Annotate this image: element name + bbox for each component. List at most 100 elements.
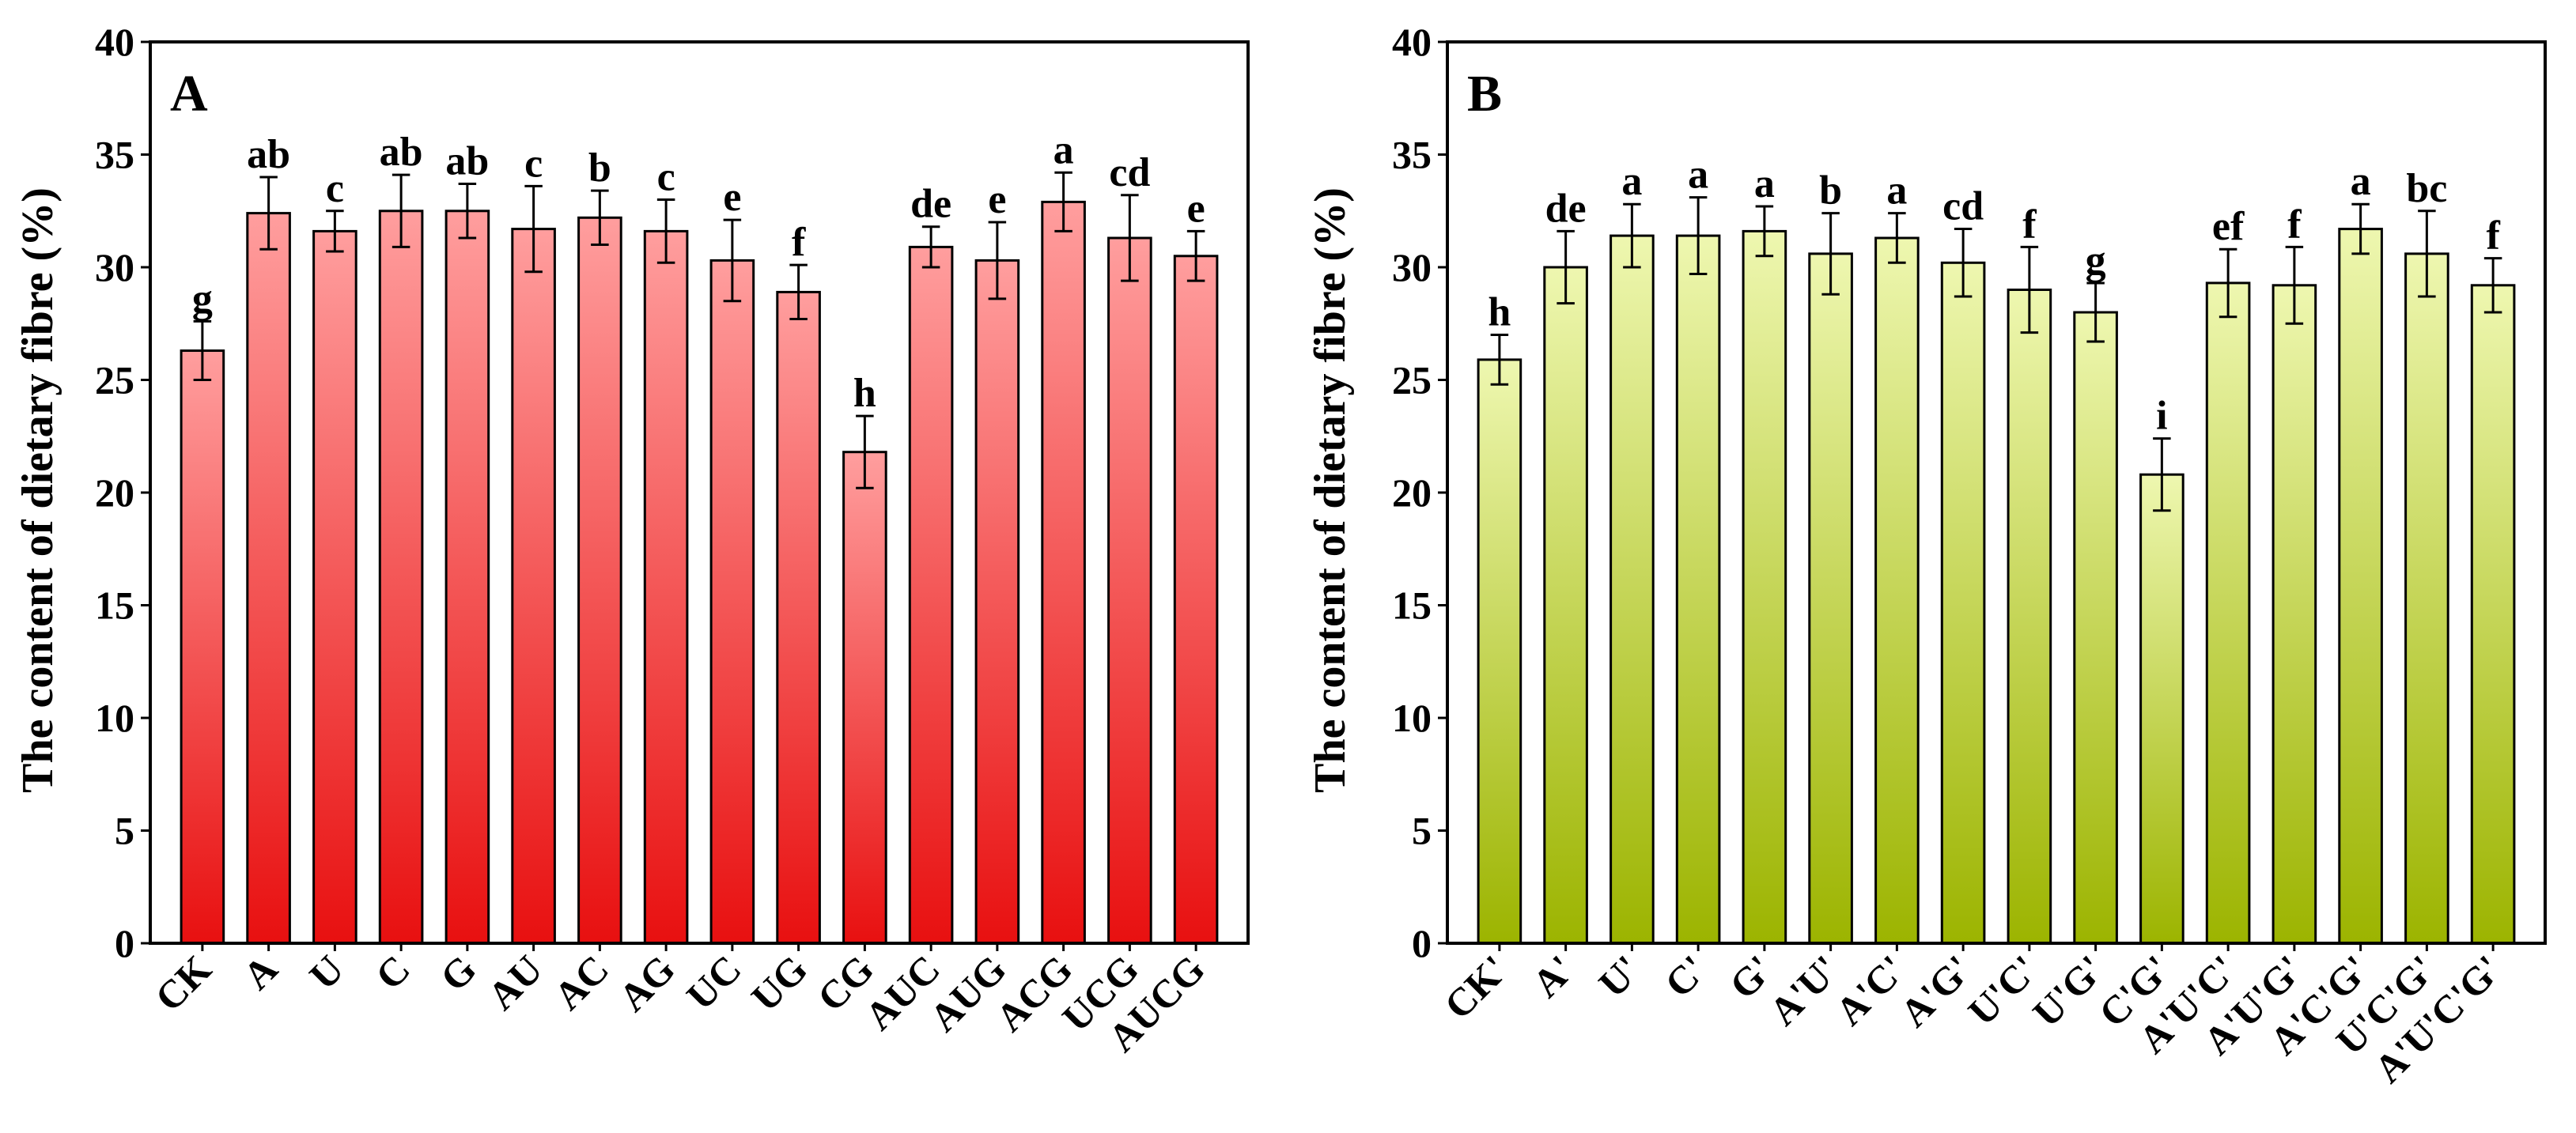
plot-frame: [149, 40, 1250, 945]
x-tick-label: C: [367, 946, 418, 998]
chart-panel-a: A The content of dietary fibre (%) gCKab…: [13, 20, 1250, 1060]
bar: [2139, 473, 2184, 945]
bar: [1107, 236, 1152, 945]
y-tick-label: 5: [1412, 809, 1432, 853]
significance-label: a: [1754, 161, 1775, 206]
significance-label: c: [326, 166, 344, 211]
bar: [378, 210, 424, 945]
x-tick-label: AC: [545, 946, 617, 1018]
bar: [842, 451, 887, 945]
bar: [1610, 234, 1655, 945]
significance-label: c: [524, 141, 543, 186]
x-tick-label: AUC: [857, 946, 948, 1038]
x-tick-label: ACG: [987, 946, 1080, 1040]
significance-label: cd: [1109, 150, 1150, 195]
significance-label: de: [910, 182, 951, 227]
x-tick-label: AG: [610, 946, 683, 1020]
significance-label: e: [723, 175, 741, 220]
bar: [577, 216, 622, 945]
significance-label: g: [192, 276, 213, 321]
bar: [1477, 358, 1523, 945]
x-tick-label: G: [432, 946, 485, 999]
bar: [180, 349, 225, 945]
significance-label: f: [2486, 213, 2500, 259]
bar: [1808, 252, 1853, 945]
chart-panel-b: B The content of dietary fibre (%) h CK' d…: [1306, 20, 2547, 1091]
significance-label: f: [2287, 202, 2302, 247]
x-tick-label: AU: [479, 946, 551, 1018]
panel-letter: A: [170, 65, 208, 123]
y-axis-label: The content of dietary fibre (%): [1306, 187, 1355, 793]
y-axis-label: The content of dietary fibre (%): [13, 187, 62, 793]
bar: [1742, 229, 1787, 945]
bar: [1874, 236, 1920, 945]
bar: [908, 245, 954, 945]
significance-label: cd: [1942, 184, 1984, 229]
y-tick-label: 20: [1392, 470, 1432, 515]
significance-label: ef: [2212, 204, 2245, 249]
x-tick-label: CK': [1436, 946, 1516, 1027]
significance-label: b: [588, 145, 611, 191]
bar: [312, 229, 357, 945]
bar: [2404, 252, 2449, 945]
bar: [2470, 284, 2516, 945]
x-tick-label: A: [234, 946, 286, 998]
bar: [1173, 255, 1219, 945]
significance-label: a: [1053, 127, 1074, 172]
y-tick-label: 30: [95, 245, 134, 289]
significance-label: a: [1688, 153, 1708, 198]
significance-label: a: [2351, 159, 2371, 204]
significance-label: g: [2086, 238, 2106, 283]
bar: [2007, 289, 2052, 945]
significance-label: c: [657, 155, 675, 200]
y-tick-label: 25: [1392, 358, 1432, 402]
x-tick-label: A': [1523, 946, 1583, 1006]
x-tick-label: UG: [743, 946, 816, 1020]
bar: [709, 259, 755, 945]
significance-label: i: [2156, 394, 2167, 439]
significance-label: ab: [247, 132, 290, 177]
significance-label: h: [853, 371, 876, 416]
x-tick-label: AUG: [921, 946, 1014, 1040]
bar: [2073, 311, 2118, 945]
significance-label: ab: [445, 139, 489, 184]
y-tick-label: 40: [1392, 20, 1432, 64]
y-tick-label: 20: [95, 470, 134, 515]
significance-label: a: [1886, 168, 1907, 213]
bar: [974, 259, 1020, 945]
y-tick-label: 15: [1392, 583, 1432, 628]
significance-label: ab: [380, 130, 423, 175]
y-tick-label: 35: [95, 133, 134, 177]
x-tick-label: U'C': [1959, 946, 2046, 1033]
y-tick-label: 35: [1392, 133, 1432, 177]
x-tick-label: A'G': [1892, 946, 1980, 1035]
y-tick-label: 15: [95, 583, 134, 628]
x-tick-label: UC: [678, 946, 750, 1018]
significance-label: de: [1545, 186, 1587, 231]
bar: [2271, 284, 2317, 945]
significance-label: e: [1187, 186, 1205, 231]
bar: [1543, 266, 1588, 945]
bar: [643, 229, 689, 945]
bar: [444, 210, 490, 945]
significance-label: b: [1819, 168, 1842, 213]
x-tick-label: U': [1590, 946, 1649, 1006]
bar: [776, 290, 821, 945]
y-tick-label: 40: [95, 20, 134, 64]
bar: [511, 228, 556, 945]
bar: [1940, 261, 1986, 945]
panel-letter: B: [1467, 65, 1502, 123]
x-tick-label: CK: [146, 946, 220, 1020]
bar: [2205, 281, 2251, 945]
bar: [1041, 200, 1086, 945]
x-tick-label: A'C': [1827, 946, 1914, 1033]
bar: [2338, 228, 2383, 945]
significance-label: bc: [2406, 166, 2447, 211]
significance-label: f: [792, 220, 806, 265]
x-tick-label: C': [1656, 946, 1715, 1006]
significance-label: h: [1488, 290, 1511, 335]
y-tick-label: 0: [1412, 921, 1432, 965]
significance-label: e: [988, 177, 1006, 222]
significance-label: f: [2022, 202, 2037, 247]
